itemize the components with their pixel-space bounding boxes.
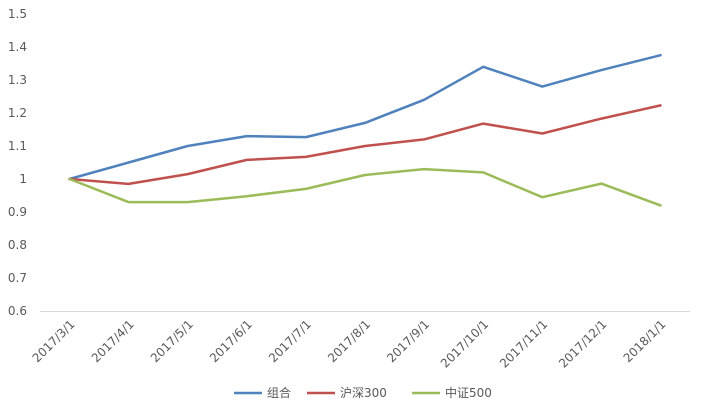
series-line-1 <box>68 104 662 186</box>
y-tick-label: 1.1 <box>8 139 27 153</box>
legend: 组合 沪深300 中证500 <box>234 385 492 400</box>
x-tick-label: 2017/5/1 <box>148 317 196 365</box>
y-tick-label: 1.2 <box>8 106 27 120</box>
y-tick-label: 1.3 <box>8 73 27 87</box>
x-tick-label: 2017/8/1 <box>325 317 373 365</box>
x-tick-label: 2017/9/1 <box>384 317 432 365</box>
series-lines <box>68 53 662 207</box>
x-tick-label: 2017/12/1 <box>556 317 609 370</box>
x-tick-label: 2017/11/1 <box>497 317 550 370</box>
legend-label-1: 沪深300 <box>340 386 387 400</box>
y-tick-label: 1.4 <box>8 40 27 54</box>
y-tick-label: 1.5 <box>8 7 27 21</box>
x-tick-label: 2017/7/1 <box>266 317 314 365</box>
y-tick-label: 0.8 <box>8 238 27 252</box>
x-tick-label: 2018/1/1 <box>621 317 669 365</box>
y-tick-label: 1 <box>19 172 27 186</box>
series-line-0 <box>68 53 662 181</box>
legend-label-2: 中证500 <box>445 385 492 400</box>
x-tick-label: 2017/6/1 <box>207 317 255 365</box>
x-tick-label: 2017/10/1 <box>438 317 491 370</box>
x-axis-tick-labels: 2017/3/1 2017/4/1 2017/5/1 2017/6/1 2017/7/1… <box>30 317 669 370</box>
y-tick-label: 0.9 <box>8 205 27 219</box>
x-tick-label: 2017/3/1 <box>30 317 78 365</box>
x-tick-label: 2017/4/1 <box>89 317 137 365</box>
series-line-2 <box>68 167 662 207</box>
y-axis-tick-labels: 0.6 0.7 0.8 0.9 1 1.1 1.2 1.3 1.4 1.5 <box>8 7 27 318</box>
y-tick-label: 0.6 <box>8 304 27 318</box>
y-tick-label: 0.7 <box>8 271 27 285</box>
legend-label-0: 组合 <box>267 385 291 400</box>
